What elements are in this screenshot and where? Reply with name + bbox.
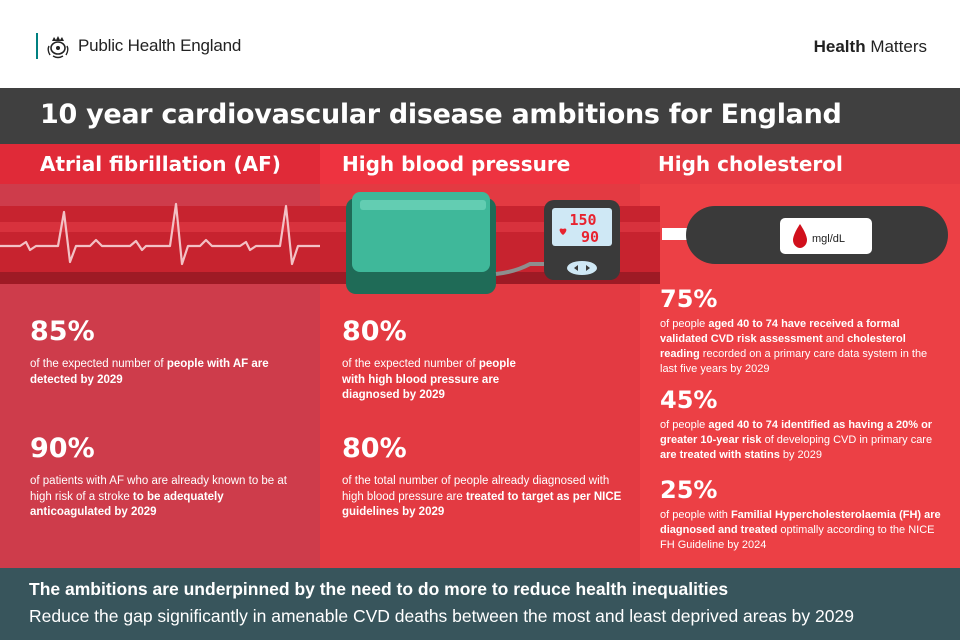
stat-bp-treated: 80% of the total number of people alread… (342, 435, 624, 521)
stat-chol-statins: 45% of people aged 40 to 74 identified a… (660, 388, 946, 463)
blood-drop-icon (793, 224, 807, 248)
desc-text: of the expected number of (30, 358, 167, 370)
stat-description: of people aged 40 to 74 identified as ha… (660, 418, 946, 463)
phe-logo: Public Health England (36, 32, 241, 60)
page-title: 10 year cardiovascular disease ambitions… (40, 99, 842, 130)
blood-pressure-cuff-icon (346, 192, 548, 294)
illustrations: 150 90 mgl/dL (0, 192, 948, 294)
stat-percent: 90% (30, 433, 95, 464)
desc-text: of developing CVD in primary care (761, 434, 933, 446)
desc-text: of people (660, 318, 709, 330)
stat-description: of people aged 40 to 74 have received a … (660, 317, 946, 377)
desc-text: of the total number of people already di… (342, 475, 610, 503)
desc-bold: people with high blood pressure are diag… (342, 358, 516, 401)
stat-percent: 45% (660, 386, 718, 414)
stat-bp-diagnosed: 80% of the expected number of people wit… (342, 318, 542, 404)
column-heading: High blood pressure (342, 152, 571, 176)
brand-name: Health Matters (814, 37, 927, 57)
heart-icon (559, 228, 567, 235)
stat-af-detected: 85% of the expected number of people wit… (30, 318, 292, 388)
desc-bold: aged 40 to 74 identified as having a 20%… (660, 419, 933, 446)
desc-bold: Familial Hypercholesterolaemia (FH) are … (660, 509, 941, 536)
org-name: Public Health England (78, 36, 242, 55)
stat-af-anticoagulated: 90% of patients with AF who are already … (30, 435, 292, 521)
column-header-cholesterol: High cholesterol (640, 144, 960, 184)
column-heading: Atrial fibrillation (AF) (40, 152, 281, 176)
desc-bold: cholesterol reading (660, 333, 906, 360)
footer-headline: The ambitions are underpinned by the nee… (29, 579, 729, 599)
desc-text: of people (660, 419, 709, 431)
stat-percent: 85% (30, 316, 95, 347)
column-heading: High cholesterol (658, 152, 843, 176)
column-header-af: Atrial fibrillation (AF) (0, 144, 320, 184)
desc-text: by 2029 (779, 449, 823, 461)
desc-bold: people with AF are detected by 2029 (30, 358, 269, 386)
stat-percent: 80% (342, 433, 407, 464)
stat-chol-assessment: 75% of people aged 40 to 74 have receive… (660, 287, 946, 377)
stat-description: of the total number of people already di… (342, 474, 624, 521)
desc-text: of patients with AF who are already know… (30, 475, 287, 503)
desc-bold: are treated with statins (660, 449, 780, 461)
stat-description: of people with Familial Hypercholesterol… (660, 508, 946, 553)
header: Public Health England Health Matters (0, 0, 960, 88)
desc-text: of people with (660, 509, 731, 521)
column-header-bp: High blood pressure (320, 144, 640, 184)
brand-bold: Health (813, 37, 866, 56)
glucose-meter-icon: mgl/dL (662, 206, 948, 264)
footer: The ambitions are underpinned by the nee… (0, 568, 960, 640)
stat-percent: 25% (660, 476, 718, 504)
title-band: 10 year cardiovascular disease ambitions… (0, 88, 960, 144)
meter-unit: mgl/dL (812, 233, 845, 245)
desc-text: recorded on a primary care data system i… (660, 348, 928, 375)
stat-description: of patients with AF who are already know… (30, 474, 292, 521)
bp-monitor-icon: 150 90 (544, 200, 620, 280)
crown-crest-icon (47, 36, 69, 59)
monitor-bottom-reading: 90 (581, 228, 599, 246)
stat-description: of the expected number of people with AF… (30, 357, 292, 388)
artery-highlight (0, 222, 660, 232)
desc-text: and (822, 333, 848, 345)
desc-bold: to be adequately anticoagulated by 2029 (30, 490, 224, 519)
brand-rest: Matters (865, 37, 927, 56)
ecg-wave-icon (0, 202, 320, 266)
stat-chol-fh: 25% of people with Familial Hypercholest… (660, 478, 946, 553)
desc-bold: aged 40 to 74 have received a formal val… (660, 318, 900, 345)
stat-description: of the expected number of people with hi… (342, 357, 542, 404)
monitor-top-reading: 150 (569, 211, 596, 229)
stat-percent: 75% (660, 285, 718, 313)
footer-subline: Reduce the gap significantly in amenable… (29, 606, 854, 626)
desc-text: optimally according to the NICE FH Guide… (660, 524, 935, 551)
desc-text: of the expected number of (342, 358, 479, 370)
desc-bold: treated to target as per NICE guidelines… (342, 490, 622, 519)
logo-bar (36, 33, 38, 59)
stat-percent: 80% (342, 316, 407, 347)
